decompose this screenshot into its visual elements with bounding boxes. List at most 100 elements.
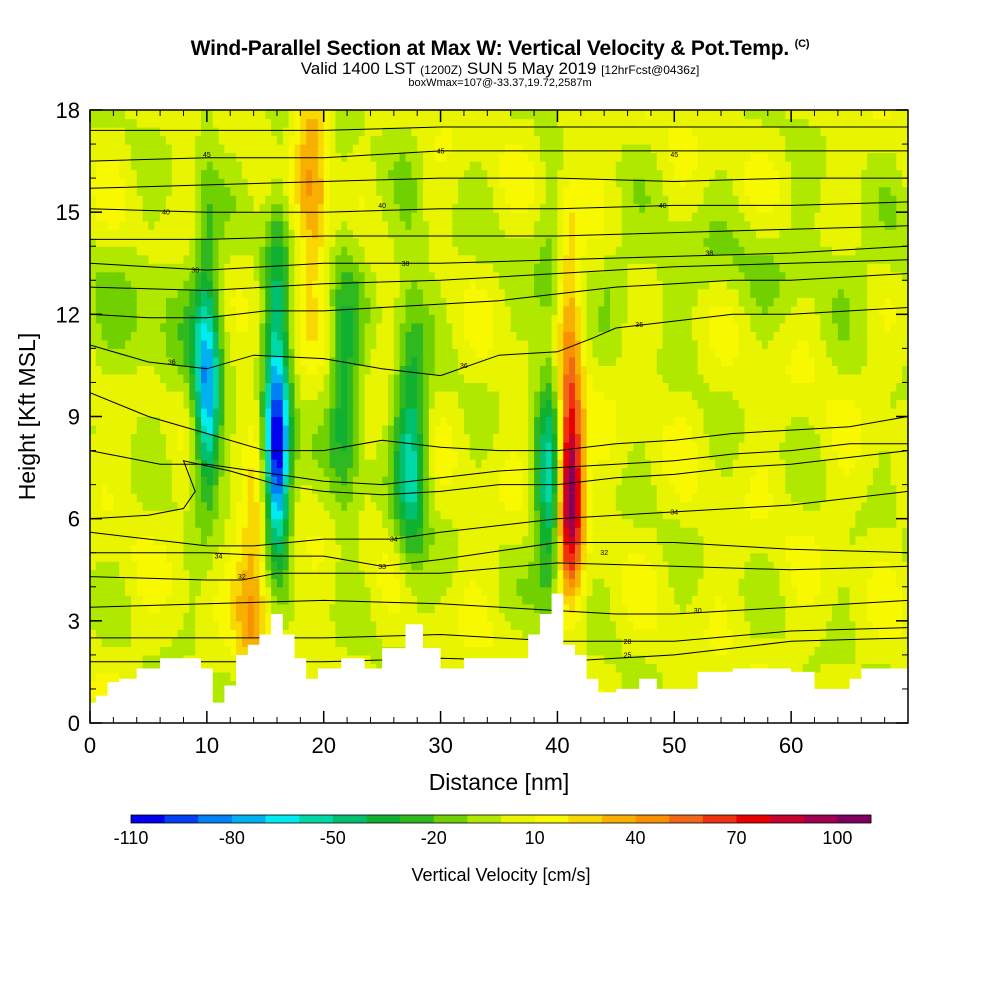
field-cell — [90, 442, 97, 452]
field-cell — [212, 348, 220, 358]
field-cell — [136, 152, 144, 162]
field-cell — [382, 254, 389, 264]
field-cell — [253, 620, 261, 630]
field-cell — [101, 688, 109, 699]
field-cell — [95, 620, 103, 630]
field-cell — [113, 552, 120, 562]
field-cell — [119, 476, 126, 486]
field-cell — [335, 527, 342, 537]
field-cell — [335, 373, 342, 384]
field-cell — [154, 169, 161, 179]
field-cell — [224, 629, 231, 639]
field-cell — [236, 646, 243, 656]
field-cell — [300, 314, 307, 324]
field-cell — [405, 135, 412, 145]
field-cell — [300, 518, 307, 528]
field-cell — [440, 450, 448, 460]
field-cell — [130, 127, 138, 137]
field-cell — [469, 348, 477, 358]
field-cell — [317, 271, 325, 281]
field-cell — [399, 297, 407, 307]
field-cell — [411, 569, 418, 579]
field-cell — [241, 365, 249, 375]
field-cell — [212, 322, 220, 332]
field-cell — [265, 407, 272, 418]
field-cell — [171, 527, 179, 537]
field-cell — [288, 195, 296, 205]
field-cell — [195, 518, 202, 528]
field-cell — [481, 339, 488, 349]
field-cell — [323, 629, 331, 639]
field-cell — [136, 467, 144, 477]
field-cell — [160, 271, 167, 281]
field-cell — [90, 118, 97, 128]
field-cell — [90, 339, 97, 349]
field-cell — [399, 382, 407, 392]
field-cell — [306, 331, 313, 341]
field-cell — [265, 561, 272, 571]
field-cell — [347, 237, 354, 247]
field-cell — [446, 152, 453, 162]
field-cell — [171, 629, 179, 639]
field-cell — [265, 416, 272, 426]
field-cell — [352, 186, 360, 196]
field-cell — [236, 578, 243, 588]
field-cell — [329, 654, 336, 664]
field-cell — [387, 442, 395, 452]
field-cell — [236, 510, 243, 520]
field-cell — [323, 569, 331, 579]
field-cell — [201, 442, 208, 452]
field-cell — [224, 314, 231, 324]
field-cell — [387, 271, 395, 281]
field-cell — [312, 305, 319, 315]
field-cell — [364, 365, 372, 375]
field-cell — [90, 127, 97, 137]
field-cell — [487, 382, 494, 392]
field-cell — [434, 271, 442, 281]
field-cell — [317, 399, 325, 409]
field-cell — [428, 305, 436, 315]
field-cell — [417, 305, 424, 315]
field-cell — [387, 186, 395, 196]
field-cell — [154, 314, 161, 324]
field-cell — [306, 373, 313, 384]
field-cell — [282, 331, 290, 341]
field-cell — [236, 493, 243, 503]
field-cell — [253, 527, 261, 537]
field-cell — [95, 169, 103, 179]
field-cell — [107, 501, 114, 511]
field-cell — [440, 578, 448, 588]
field-cell — [440, 433, 448, 443]
field-cell — [160, 314, 167, 324]
field-cell — [376, 229, 383, 239]
field-cell — [493, 612, 500, 622]
field-cell — [417, 586, 424, 596]
field-cell — [113, 476, 120, 486]
field-cell — [247, 135, 255, 145]
field-cell — [323, 476, 331, 486]
field-cell — [119, 484, 126, 494]
field-cell — [230, 178, 237, 188]
field-cell — [463, 195, 471, 205]
field-cell — [177, 152, 185, 162]
field-cell — [306, 161, 313, 171]
field-cell — [247, 569, 255, 579]
field-cell — [294, 135, 301, 145]
field-cell — [212, 365, 220, 375]
field-cell — [212, 280, 220, 290]
field-cell — [306, 612, 313, 622]
field-cell — [165, 144, 173, 154]
field-cell — [317, 450, 325, 460]
field-cell — [119, 229, 126, 239]
field-cell — [189, 501, 196, 511]
field-cell — [125, 195, 132, 205]
field-cell — [405, 501, 412, 511]
field-cell — [463, 390, 471, 401]
field-cell — [201, 433, 208, 443]
field-cell — [125, 637, 132, 647]
field-cell — [206, 390, 214, 401]
field-cell — [148, 544, 155, 554]
field-cell — [160, 152, 167, 162]
field-cell — [370, 442, 377, 452]
field-cell — [335, 390, 342, 401]
